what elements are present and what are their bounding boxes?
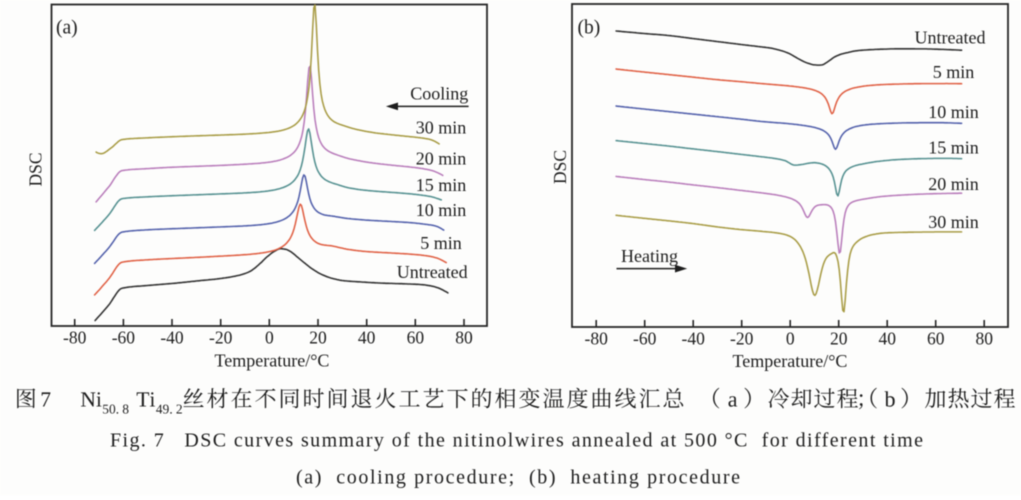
svg-text:-80: -80 — [585, 329, 609, 349]
svg-text:20 min: 20 min — [416, 149, 467, 169]
svg-text:80: 80 — [455, 328, 473, 348]
svg-text:20 min: 20 min — [928, 174, 979, 194]
svg-text:5 min: 5 min — [933, 62, 975, 82]
svg-text:0: 0 — [265, 328, 274, 348]
svg-text:-40: -40 — [160, 328, 184, 348]
svg-text:Fig. 7 DSC curves summary of: Fig. 7 DSC curves summary of the nitinol… — [110, 430, 923, 452]
svg-text:30 min: 30 min — [928, 212, 979, 232]
svg-text:15 min: 15 min — [928, 137, 979, 157]
svg-text:-20: -20 — [209, 328, 233, 348]
svg-text:Cooling: Cooling — [410, 84, 468, 104]
svg-text:15 min: 15 min — [416, 175, 467, 195]
svg-text:80: 80 — [975, 329, 993, 349]
svg-text:DSC: DSC — [26, 152, 46, 186]
svg-text:20: 20 — [830, 329, 848, 349]
svg-text:Temperature/°C: Temperature/°C — [733, 351, 848, 371]
svg-text:20: 20 — [309, 328, 327, 348]
svg-text:10 min: 10 min — [416, 200, 467, 220]
svg-text:0: 0 — [786, 329, 795, 349]
svg-text:-60: -60 — [112, 328, 136, 348]
svg-text:(b): (b) — [578, 18, 601, 39]
svg-text:DSC: DSC — [550, 150, 570, 184]
svg-text:-60: -60 — [633, 329, 657, 349]
svg-text:10 min: 10 min — [928, 102, 979, 122]
svg-text:Untreated: Untreated — [397, 262, 468, 282]
svg-text:60: 60 — [407, 328, 425, 348]
svg-text:(a) cooling procedure; (b): (a) cooling procedure; (b) heating proce… — [296, 467, 740, 489]
svg-text:(a): (a) — [56, 18, 78, 39]
svg-text:Temperature/°C: Temperature/°C — [215, 351, 330, 371]
svg-text:40: 40 — [358, 328, 376, 348]
svg-text:40: 40 — [878, 329, 896, 349]
svg-text:30 min: 30 min — [416, 118, 467, 138]
svg-text:Heating: Heating — [621, 246, 678, 266]
svg-text:-40: -40 — [682, 329, 706, 349]
svg-text:60: 60 — [927, 329, 945, 349]
svg-text:-80: -80 — [63, 328, 87, 348]
svg-text:-20: -20 — [730, 329, 754, 349]
svg-text:5 min: 5 min — [420, 233, 462, 253]
svg-text:Untreated: Untreated — [915, 27, 986, 47]
